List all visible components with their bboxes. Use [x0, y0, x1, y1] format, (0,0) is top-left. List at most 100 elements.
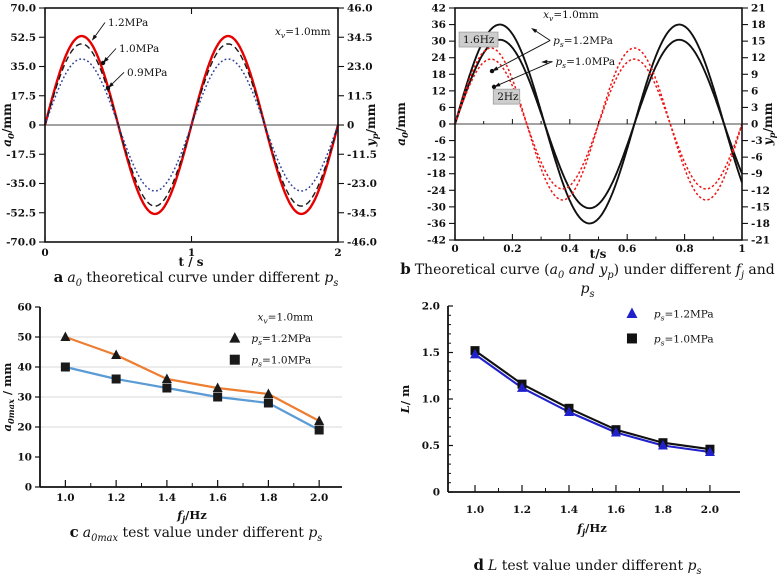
- x-tick-label: 1.4: [560, 504, 578, 516]
- y-tick-label-left: -12: [427, 152, 446, 164]
- text-run: 0: [439, 119, 446, 131]
- subscript: j: [180, 514, 185, 524]
- annotation-arrow-line: [93, 22, 106, 38]
- text-run: 1.0MPa: [119, 43, 159, 55]
- caption-d-text: L test value under different ps: [487, 558, 702, 577]
- y-tick-label-left: 24: [431, 52, 446, 64]
- y-tick-label-left: -35.0: [6, 178, 36, 190]
- text-run: 0: [29, 120, 36, 132]
- text-run: 18: [431, 69, 446, 81]
- annotation-arrowhead: [541, 59, 548, 64]
- y-tick-label-left: 36: [431, 19, 446, 31]
- triangle-marker: [111, 349, 122, 359]
- text-run: -3: [751, 135, 763, 147]
- y-tick-label-right: -34.5: [347, 207, 377, 219]
- text-run: 2.0: [422, 301, 440, 313]
- annotation-dot: [491, 84, 497, 90]
- text-run: 20: [17, 422, 32, 434]
- text-run: f: [176, 508, 184, 522]
- text-run: 23.0: [347, 61, 373, 73]
- triangle-marker: [704, 446, 715, 457]
- text-run: x: [257, 312, 263, 324]
- text-run: p: [553, 35, 560, 47]
- square-marker: [213, 392, 223, 402]
- y-tick-label: 1.0: [422, 394, 440, 406]
- x-tick-label: 2.0: [310, 492, 328, 504]
- y-axis-title-left: a0​/mm: [394, 102, 411, 146]
- text-run: -42: [427, 235, 446, 247]
- text-run: 1.6Hz: [463, 34, 495, 46]
- y-tick-label-right: 15: [751, 36, 766, 48]
- text-run: 50: [17, 332, 32, 344]
- text-run: 0: [451, 243, 458, 255]
- annotation-text: 1.6Hz: [463, 34, 495, 46]
- chart-b-canvas: -42-36-30-24-18-12-606121824303642-21-18…: [394, 3, 778, 262]
- text-run: /mm: [761, 102, 775, 132]
- x-axis-title: fj​/Hz: [576, 521, 607, 537]
- caption-b-letter: b: [400, 260, 411, 278]
- subscript: p: [371, 133, 381, 139]
- y-tick-label-right: 9: [751, 69, 758, 81]
- subscript: j: [580, 527, 585, 537]
- y-tick-label-right: -23.0: [347, 178, 377, 190]
- text-run: 52.5: [10, 32, 36, 44]
- annotation-text: ps​=1.2MPa: [553, 35, 613, 49]
- y-tick-label-right: 34.5: [347, 32, 373, 44]
- text-run: 0.4: [561, 243, 579, 255]
- text-run: 0.8: [675, 243, 693, 255]
- y-tick-label-right: -15: [751, 201, 770, 213]
- annotation-text: 1.0MPa: [119, 43, 159, 55]
- square-marker: [626, 333, 637, 344]
- subscript: s: [562, 61, 566, 70]
- text-run: 11.5: [347, 90, 373, 102]
- series-line-ps-1.2MPa: [474, 353, 711, 454]
- y-tick-label: 30: [17, 392, 32, 404]
- subscript: s: [661, 338, 665, 347]
- triangle-marker: [60, 331, 71, 341]
- text-run: =1.0mm: [553, 9, 598, 21]
- text-run: 0: [347, 120, 354, 132]
- y-tick-label-right: -9: [751, 168, 763, 180]
- text-run: -52.5: [6, 207, 36, 219]
- text-run: 1.8: [654, 504, 672, 516]
- text-run: 1.0: [56, 492, 74, 504]
- y-tick-label-left: -42: [427, 235, 446, 247]
- y-tick-label-right: 11.5: [347, 90, 373, 102]
- y-tick-label: 0.5: [422, 440, 440, 452]
- caption-a: a a0 theoretical curve under different ps: [0, 268, 392, 289]
- text-run: 1.0: [422, 394, 440, 406]
- text-run: 10: [17, 452, 32, 464]
- text-run: 2Hz: [497, 91, 519, 103]
- text-run: -70.0: [6, 237, 36, 249]
- y-axis-title-left: a0​/mm: [0, 103, 17, 147]
- y-tick-label-left: 18: [431, 69, 446, 81]
- y-tick-label-right: 46.0: [347, 3, 373, 15]
- legend-label: ps​=1.2MPa: [654, 309, 714, 323]
- text-run: =1.2MPa: [564, 35, 613, 47]
- y-tick-label-right: 23.0: [347, 61, 373, 73]
- text-run: 1.2: [107, 492, 125, 504]
- y-tick-label-left: -30: [427, 201, 446, 213]
- triangle-marker: [563, 406, 574, 417]
- subscript: s: [661, 314, 665, 323]
- series-line-ps-1.2MPa: [65, 335, 320, 422]
- triangle-marker: [263, 388, 274, 398]
- text-run: 30: [17, 392, 32, 404]
- caption-c: c a0max test value under different ps: [0, 523, 392, 544]
- text-run: / mm: [0, 363, 14, 400]
- caption-c-letter: c: [69, 523, 79, 541]
- y-tick-label-left: 70.0: [10, 3, 36, 15]
- text-run: 0: [25, 482, 32, 494]
- text-run: -46.0: [347, 237, 377, 249]
- text-run: y: [761, 137, 775, 146]
- caption-d-letter: d: [473, 556, 484, 574]
- text-run: 1.6: [209, 492, 227, 504]
- y-tick-label-left: 12: [431, 85, 446, 97]
- text-run: =1.2MPa: [665, 309, 714, 321]
- text-run: 30: [431, 36, 446, 48]
- y-tick-label-left: 6: [439, 102, 446, 114]
- subscript: s: [560, 40, 564, 49]
- caption-b: b Theoretical curve (a0 and yp) under dif…: [392, 260, 783, 300]
- y-tick-label-right: -18: [751, 218, 770, 230]
